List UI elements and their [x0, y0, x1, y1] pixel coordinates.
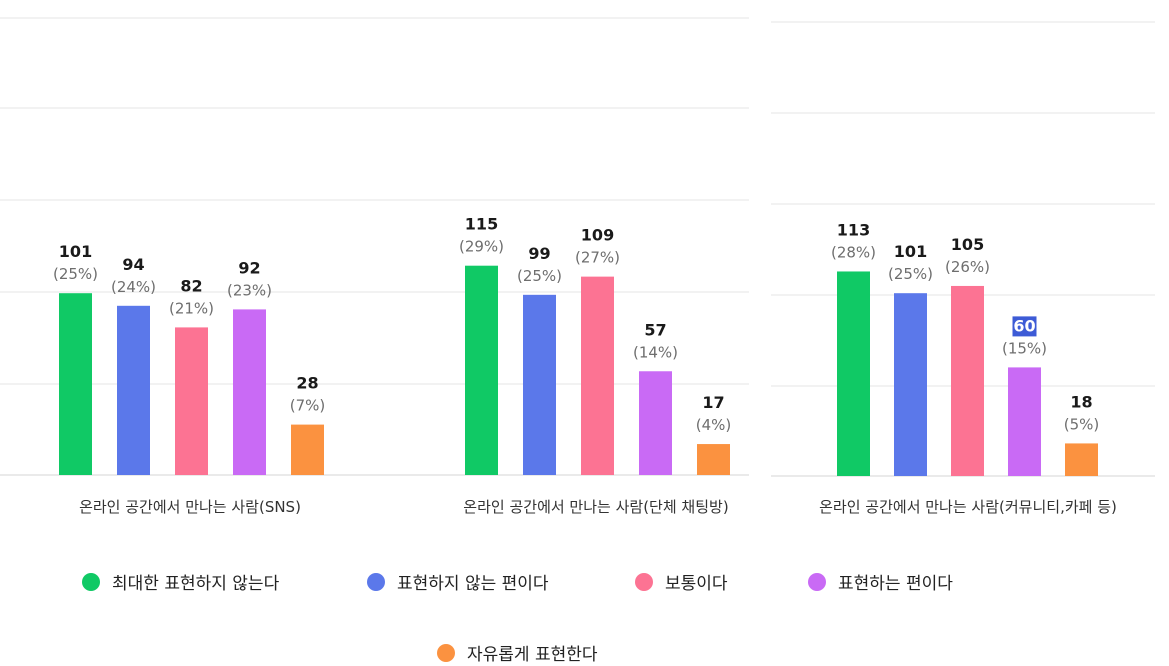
legend-label: 표현하지 않는 편이다 — [397, 574, 549, 594]
percent-label: (7%) — [290, 397, 326, 415]
category-label: 온라인 공간에서 만나는 사람(단체 채팅방) — [463, 498, 728, 516]
value-label: 57 — [644, 320, 666, 339]
legend-swatch — [82, 572, 100, 591]
bar — [291, 424, 324, 475]
legend-item: 보통이다 — [635, 569, 728, 594]
percent-label: (25%) — [53, 265, 98, 283]
value-label: 101 — [894, 242, 927, 261]
value-label: 82 — [180, 276, 202, 295]
bar — [465, 265, 498, 475]
bar — [837, 271, 870, 476]
legend-swatch — [437, 643, 455, 662]
value-label: 94 — [122, 255, 144, 274]
category-label: 온라인 공간에서 만나는 사람(커뮤니티,카페 등) — [819, 498, 1117, 516]
bar — [233, 309, 266, 475]
value-label: 109 — [581, 226, 614, 245]
percent-label: (29%) — [459, 238, 504, 256]
percent-label: (24%) — [111, 278, 156, 296]
legend-swatch — [367, 572, 385, 591]
legend-item: 최대한 표현하지 않는다 — [82, 569, 279, 594]
bar — [951, 285, 984, 476]
value-label: 28 — [296, 374, 318, 393]
value-label: 17 — [702, 393, 724, 412]
legend-item: 표현하는 편이다 — [808, 569, 953, 594]
value-label: 18 — [1070, 392, 1092, 411]
legend-swatch — [635, 572, 653, 591]
percent-label: (27%) — [575, 249, 620, 267]
bar — [1065, 443, 1098, 476]
bar — [175, 327, 208, 475]
bar-charts: (25%) 101 (24%) 94 (21%) 82 (23%) 92 (7%) 28 온라인 공… — [0, 17, 1155, 516]
bar — [639, 371, 672, 475]
percent-label: (4%) — [696, 416, 732, 434]
legend-label: 보통이다 — [665, 574, 728, 594]
percent-label: (5%) — [1064, 415, 1100, 433]
percent-label: (28%) — [831, 243, 876, 261]
category-label: 온라인 공간에서 만나는 사람(SNS) — [79, 498, 301, 516]
percent-label: (25%) — [888, 265, 933, 283]
legend-item: 자유롭게 표현한다 — [437, 640, 598, 665]
legend-label: 자유롭게 표현한다 — [467, 645, 598, 665]
legend-label: 최대한 표현하지 않는다 — [112, 574, 280, 594]
value-label: 99 — [528, 244, 550, 263]
value-label: 105 — [951, 235, 984, 254]
percent-label: (14%) — [633, 343, 678, 361]
value-label: 101 — [59, 242, 92, 261]
percent-label: (25%) — [517, 267, 562, 285]
percent-label: (26%) — [945, 258, 990, 276]
bar — [117, 305, 150, 475]
bar — [894, 293, 927, 476]
percent-label: (21%) — [169, 299, 214, 317]
legend-label: 표현하는 편이다 — [838, 574, 953, 594]
percent-label: (15%) — [1002, 339, 1047, 357]
bar — [1008, 367, 1041, 476]
value-highlight — [1012, 316, 1037, 337]
bar — [59, 293, 92, 475]
value-label: 60 — [1013, 316, 1035, 335]
legend-swatch — [808, 572, 826, 591]
bar — [697, 444, 730, 475]
value-label: 92 — [238, 258, 260, 277]
legend-item: 표현하지 않는 편이다 — [367, 569, 549, 594]
bar — [581, 276, 614, 475]
bar — [523, 294, 556, 475]
value-label: 113 — [837, 220, 870, 239]
percent-label: (23%) — [227, 281, 272, 299]
value-label: 115 — [465, 215, 498, 234]
